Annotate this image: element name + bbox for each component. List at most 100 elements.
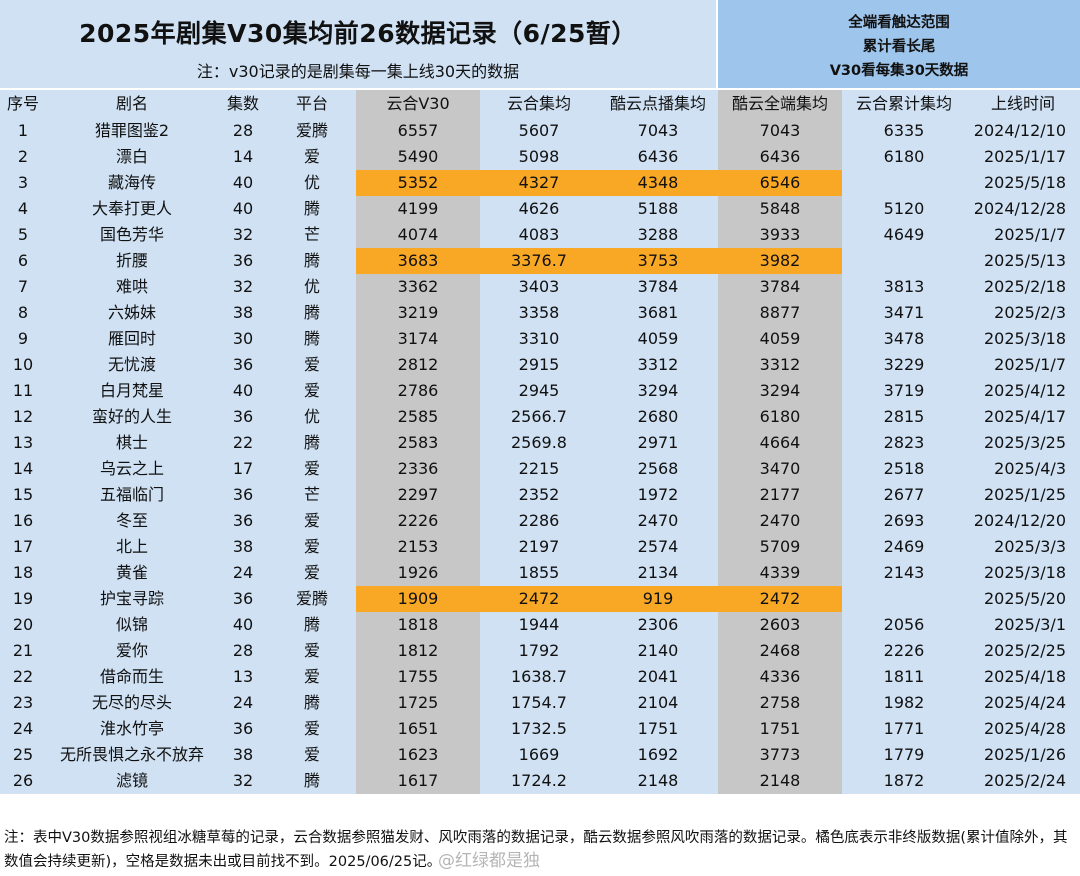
cell-no[interactable]: 5 <box>0 222 46 248</box>
cell-name[interactable]: 藏海传 <box>46 170 218 196</box>
cell-no[interactable]: 6 <box>0 248 46 274</box>
cell-episodes[interactable]: 40 <box>218 378 268 404</box>
cell-yunhe-cum[interactable]: 3471 <box>842 300 966 326</box>
cell-date[interactable]: 2025/5/13 <box>966 248 1080 274</box>
cell-kuyun-vod[interactable]: 2971 <box>598 430 718 456</box>
cell-episodes[interactable]: 38 <box>218 300 268 326</box>
cell-yunhe-v30[interactable]: 1623 <box>356 742 480 768</box>
cell-platform[interactable]: 腾 <box>268 690 356 716</box>
cell-kuyun-all[interactable]: 4664 <box>718 430 842 456</box>
cell-yunhe-avg[interactable]: 3358 <box>480 300 598 326</box>
cell-yunhe-cum[interactable]: 1771 <box>842 716 966 742</box>
cell-episodes[interactable]: 22 <box>218 430 268 456</box>
cell-platform[interactable]: 爱 <box>268 716 356 742</box>
cell-platform[interactable]: 爱 <box>268 508 356 534</box>
cell-no[interactable]: 26 <box>0 768 46 794</box>
cell-episodes[interactable]: 36 <box>218 248 268 274</box>
cell-kuyun-vod[interactable]: 2574 <box>598 534 718 560</box>
cell-kuyun-vod[interactable]: 1751 <box>598 716 718 742</box>
cell-episodes[interactable]: 30 <box>218 326 268 352</box>
cell-yunhe-cum[interactable]: 6335 <box>842 118 966 144</box>
cell-no[interactable]: 11 <box>0 378 46 404</box>
cell-episodes[interactable]: 38 <box>218 742 268 768</box>
cell-episodes[interactable]: 36 <box>218 482 268 508</box>
cell-name[interactable]: 似锦 <box>46 612 218 638</box>
cell-episodes[interactable]: 14 <box>218 144 268 170</box>
cell-no[interactable]: 8 <box>0 300 46 326</box>
cell-date[interactable]: 2025/3/18 <box>966 560 1080 586</box>
cell-kuyun-vod[interactable]: 2104 <box>598 690 718 716</box>
cell-platform[interactable]: 爱 <box>268 560 356 586</box>
cell-date[interactable]: 2025/2/18 <box>966 274 1080 300</box>
cell-yunhe-v30[interactable]: 1909 <box>356 586 480 612</box>
cell-kuyun-all[interactable]: 3294 <box>718 378 842 404</box>
cell-platform[interactable]: 爱 <box>268 378 356 404</box>
cell-name[interactable]: 棋士 <box>46 430 218 456</box>
cell-platform[interactable]: 爱腾 <box>268 586 356 612</box>
cell-platform[interactable]: 爱 <box>268 664 356 690</box>
cell-date[interactable]: 2025/3/18 <box>966 326 1080 352</box>
cell-date[interactable]: 2025/1/17 <box>966 144 1080 170</box>
cell-date[interactable]: 2025/1/25 <box>966 482 1080 508</box>
cell-yunhe-avg[interactable]: 3310 <box>480 326 598 352</box>
cell-yunhe-v30[interactable]: 2812 <box>356 352 480 378</box>
cell-no[interactable]: 25 <box>0 742 46 768</box>
col-header-platform[interactable]: 平台 <box>268 90 356 118</box>
cell-yunhe-v30[interactable]: 2336 <box>356 456 480 482</box>
cell-yunhe-v30[interactable]: 3174 <box>356 326 480 352</box>
cell-no[interactable]: 9 <box>0 326 46 352</box>
cell-yunhe-v30[interactable]: 4074 <box>356 222 480 248</box>
cell-kuyun-vod[interactable]: 6436 <box>598 144 718 170</box>
cell-yunhe-avg[interactable]: 2197 <box>480 534 598 560</box>
cell-no[interactable]: 13 <box>0 430 46 456</box>
cell-yunhe-v30[interactable]: 1617 <box>356 768 480 794</box>
cell-yunhe-avg[interactable]: 5098 <box>480 144 598 170</box>
cell-name[interactable]: 白月梵星 <box>46 378 218 404</box>
cell-yunhe-cum[interactable]: 2469 <box>842 534 966 560</box>
cell-name[interactable]: 漂白 <box>46 144 218 170</box>
cell-name[interactable]: 五福临门 <box>46 482 218 508</box>
col-header-name[interactable]: 剧名 <box>46 90 218 118</box>
cell-yunhe-v30[interactable]: 6557 <box>356 118 480 144</box>
cell-episodes[interactable]: 24 <box>218 690 268 716</box>
cell-name[interactable]: 大奉打更人 <box>46 196 218 222</box>
cell-name[interactable]: 淮水竹亭 <box>46 716 218 742</box>
cell-yunhe-v30[interactable]: 4199 <box>356 196 480 222</box>
cell-date[interactable]: 2024/12/20 <box>966 508 1080 534</box>
cell-yunhe-cum[interactable]: 2815 <box>842 404 966 430</box>
cell-platform[interactable]: 优 <box>268 404 356 430</box>
cell-kuyun-all[interactable]: 2603 <box>718 612 842 638</box>
cell-kuyun-all[interactable]: 6180 <box>718 404 842 430</box>
cell-yunhe-cum[interactable] <box>842 170 966 196</box>
cell-yunhe-avg[interactable]: 1669 <box>480 742 598 768</box>
cell-yunhe-v30[interactable]: 2583 <box>356 430 480 456</box>
cell-date[interactable]: 2025/3/3 <box>966 534 1080 560</box>
cell-date[interactable]: 2025/1/7 <box>966 222 1080 248</box>
cell-yunhe-v30[interactable]: 2585 <box>356 404 480 430</box>
col-header-no[interactable]: 序号 <box>0 90 46 118</box>
cell-platform[interactable]: 爱 <box>268 144 356 170</box>
cell-platform[interactable]: 腾 <box>268 196 356 222</box>
cell-yunhe-cum[interactable]: 6180 <box>842 144 966 170</box>
cell-name[interactable]: 无忧渡 <box>46 352 218 378</box>
cell-platform[interactable]: 腾 <box>268 612 356 638</box>
cell-kuyun-all[interactable]: 3773 <box>718 742 842 768</box>
cell-yunhe-v30[interactable]: 3219 <box>356 300 480 326</box>
col-header-date[interactable]: 上线时间 <box>966 90 1080 118</box>
cell-yunhe-v30[interactable]: 1926 <box>356 560 480 586</box>
cell-platform[interactable]: 腾 <box>268 326 356 352</box>
cell-yunhe-avg[interactable]: 1754.7 <box>480 690 598 716</box>
cell-episodes[interactable]: 40 <box>218 170 268 196</box>
cell-platform[interactable]: 优 <box>268 274 356 300</box>
cell-yunhe-cum[interactable]: 1779 <box>842 742 966 768</box>
cell-yunhe-cum[interactable]: 1872 <box>842 768 966 794</box>
cell-kuyun-vod[interactable]: 919 <box>598 586 718 612</box>
cell-name[interactable]: 无尽的尽头 <box>46 690 218 716</box>
cell-yunhe-cum[interactable]: 5120 <box>842 196 966 222</box>
cell-date[interactable]: 2024/12/28 <box>966 196 1080 222</box>
cell-yunhe-avg[interactable]: 4083 <box>480 222 598 248</box>
cell-yunhe-avg[interactable]: 3376.7 <box>480 248 598 274</box>
cell-name[interactable]: 黄雀 <box>46 560 218 586</box>
cell-yunhe-cum[interactable]: 3229 <box>842 352 966 378</box>
col-header-episodes[interactable]: 集数 <box>218 90 268 118</box>
